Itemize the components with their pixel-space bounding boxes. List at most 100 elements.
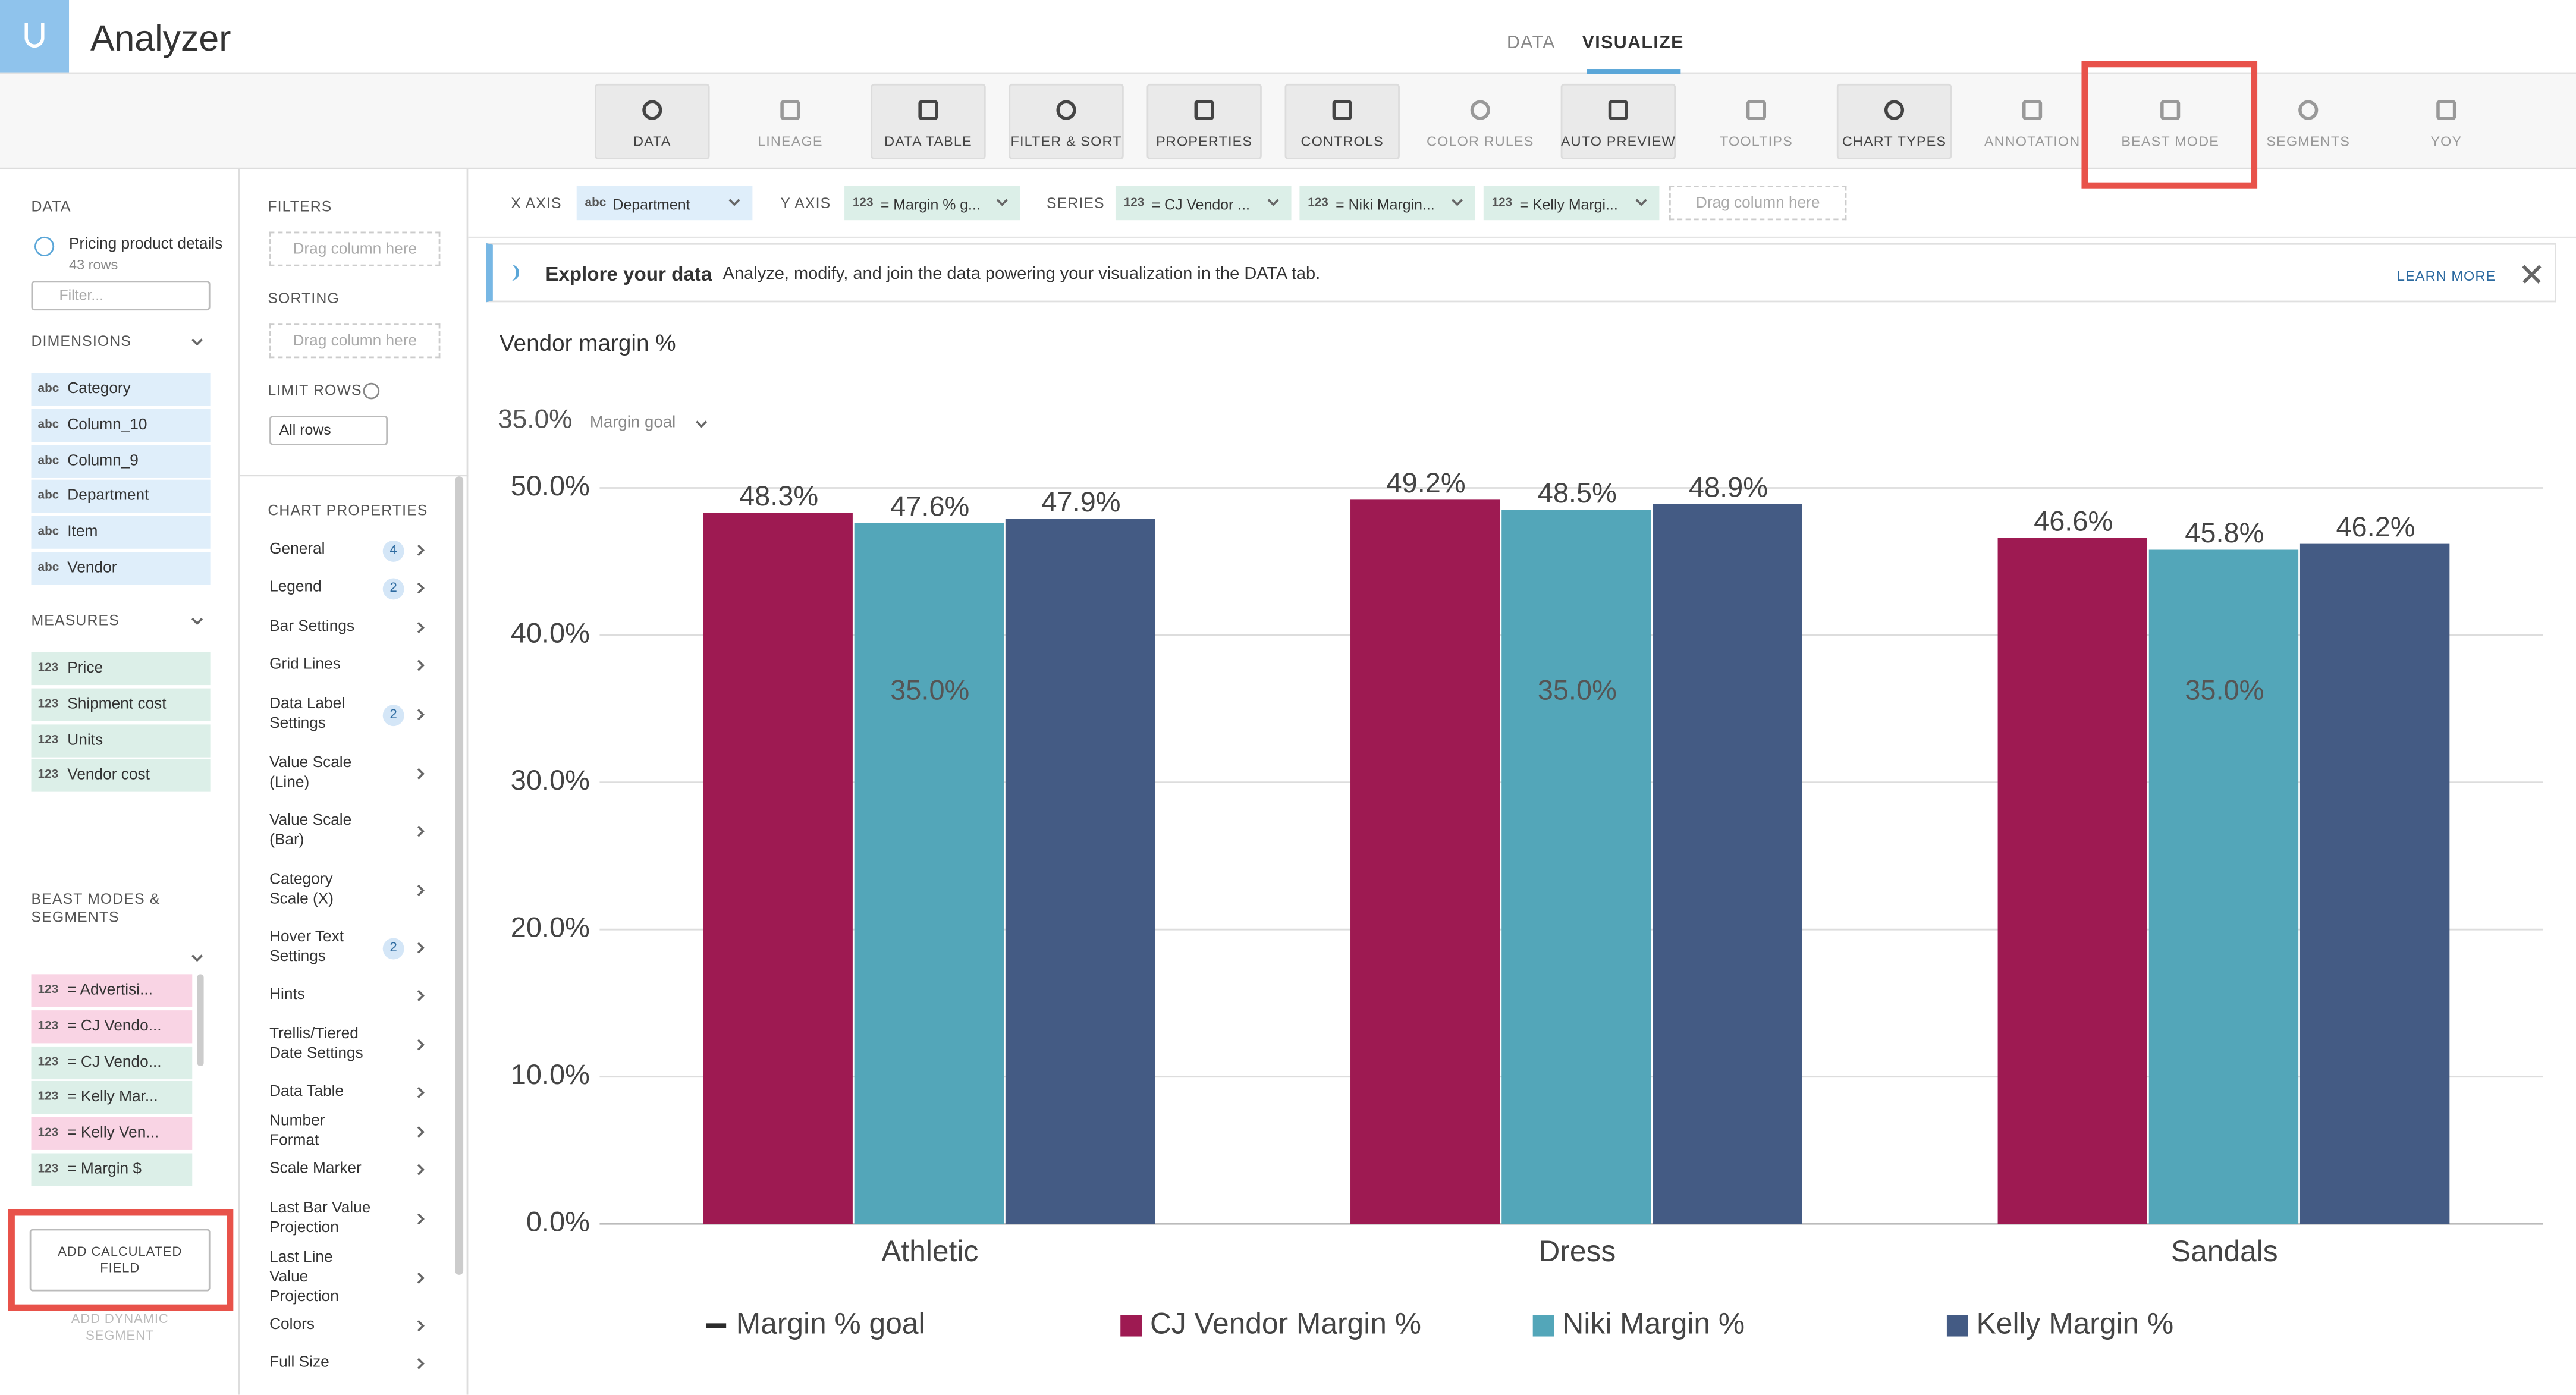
section-heading: SORTING [268, 290, 340, 307]
chevron [1635, 199, 1647, 206]
property-name[interactable]: Last Bar Value Projection [269, 1199, 371, 1237]
property-name[interactable]: Category Scale (X) [269, 871, 334, 909]
add-button-label[interactable]: ADD CALCULATED FIELD [58, 1244, 183, 1275]
toolbar-label[interactable]: YOY [2430, 133, 2462, 150]
chevron [417, 1320, 425, 1332]
toolbar-icon [2436, 100, 2456, 120]
property-name[interactable]: Grid Lines [269, 655, 341, 674]
field-pill[interactable] [31, 480, 211, 514]
property-name[interactable]: General [269, 540, 325, 559]
chevron [191, 338, 203, 346]
field-pill[interactable] [31, 1010, 193, 1043]
property-name[interactable]: Data Table [269, 1082, 344, 1101]
toolbar-label[interactable]: CONTROLS [1300, 133, 1384, 150]
field-badge: abc [37, 416, 59, 431]
property-name[interactable]: Trellis/Tiered Date Settings [269, 1025, 363, 1063]
toolbar-label[interactable]: AUTO PREVIEW [1560, 133, 1676, 150]
legend-label: Margin % goal [736, 1307, 925, 1340]
field-name: Item [67, 523, 98, 542]
field-pill[interactable] [31, 1153, 193, 1186]
toolbar-button[interactable] [1560, 83, 1676, 159]
field-pill[interactable] [31, 1082, 193, 1115]
toolbar-label[interactable]: DATA [633, 133, 671, 150]
property-name[interactable]: Value Scale (Line) [269, 754, 352, 792]
toolbar-label[interactable]: CHART TYPES [1842, 133, 1947, 150]
toolbar-label[interactable]: SEGMENTS [2266, 133, 2351, 150]
toolbar-label[interactable]: FILTER & SORT [1010, 133, 1122, 150]
field-pill[interactable] [31, 516, 211, 549]
tab[interactable]: DATA [1506, 33, 1556, 54]
toolbar-icon [1470, 100, 1490, 120]
scrollbar [197, 974, 204, 1067]
property-name[interactable]: Colors [269, 1316, 315, 1334]
shelf-label: X AXIS [511, 194, 562, 212]
toolbar-label[interactable]: DATA TABLE [884, 133, 972, 150]
shelf-pill[interactable] [1483, 186, 1660, 221]
field-pill[interactable] [31, 1045, 193, 1079]
property-name[interactable]: Data Label Settings [269, 695, 345, 733]
filter-input[interactable] [31, 281, 211, 311]
shelf-pill[interactable] [1115, 186, 1292, 221]
toolbar-button[interactable] [1836, 83, 1952, 159]
chevron [417, 544, 425, 557]
count-label: 2 [389, 940, 397, 955]
property-name[interactable]: Full Size [269, 1353, 329, 1372]
dataset-icon [34, 236, 55, 256]
toolbar-button[interactable] [1146, 83, 1262, 159]
toolbar-button[interactable] [1009, 83, 1124, 159]
section-heading: DATA [31, 198, 71, 215]
chevron-icon [417, 942, 425, 954]
toolbar-button[interactable] [595, 83, 710, 159]
data-label: 45.8% [2185, 517, 2264, 548]
property-name[interactable]: Scale Marker [269, 1160, 362, 1178]
field-pill[interactable] [31, 409, 211, 442]
banner-link[interactable]: LEARN MORE [2396, 268, 2496, 284]
property-name[interactable]: Number Format [269, 1112, 325, 1150]
chevron-icon [417, 544, 425, 557]
field-pill[interactable] [31, 688, 211, 721]
field-pill[interactable] [31, 444, 211, 477]
field-pill[interactable] [31, 724, 211, 757]
field-pill[interactable] [31, 1117, 193, 1151]
summary-label[interactable]: Margin goal [589, 414, 676, 432]
toolbar-label[interactable]: ANNOTATION [1984, 133, 2081, 150]
property-name[interactable]: Last Line Value Projection [269, 1248, 339, 1306]
chevron [417, 1039, 425, 1051]
field-pill[interactable] [31, 974, 193, 1007]
chevron [417, 621, 425, 633]
y-tick-label: 10.0% [511, 1058, 590, 1090]
toolbar-label[interactable]: TOOLTIPS [1720, 133, 1793, 150]
dataset-rows: 43 rows [69, 256, 118, 273]
property-name[interactable]: Bar Settings [269, 617, 355, 636]
limit-select[interactable] [269, 415, 388, 445]
shelf-pill[interactable] [844, 186, 1020, 221]
field-pill[interactable] [31, 373, 211, 406]
add-button-label[interactable]: ADD DYNAMIC SEGMENT [71, 1311, 169, 1343]
bar [854, 523, 1004, 1224]
toolbar-button[interactable] [871, 83, 986, 159]
field-pill[interactable] [31, 652, 211, 686]
field-name: Department [612, 196, 690, 213]
toolbar-label[interactable]: BEAST MODE [2121, 133, 2219, 150]
field-name: = Margin $ [67, 1160, 142, 1179]
shelf-pill[interactable] [1299, 186, 1475, 221]
property-name[interactable]: Value Scale (Bar) [269, 811, 352, 850]
chevron [417, 1164, 425, 1176]
field-pill[interactable] [31, 552, 211, 585]
property-name[interactable]: Legend [269, 578, 322, 596]
tab[interactable]: VISUALIZE [1582, 33, 1684, 54]
property-name[interactable]: Hints [269, 985, 305, 1004]
drop-placeholder: Drag column here [293, 332, 417, 351]
count-label: 2 [389, 706, 397, 722]
add-button[interactable] [29, 1229, 211, 1292]
shelf-pill[interactable] [576, 186, 753, 221]
toolbar-label[interactable]: LINEAGE [758, 133, 823, 150]
toolbar-button[interactable] [1284, 83, 1400, 159]
toolbar-label[interactable]: COLOR RULES [1427, 133, 1534, 150]
chevron-icon [417, 621, 425, 633]
property-name[interactable]: Hover Text Settings [269, 928, 344, 966]
chevron-icon [1452, 199, 1463, 206]
field-name: = CJ Vendor ... [1151, 196, 1250, 213]
field-pill[interactable] [31, 759, 211, 793]
toolbar-label[interactable]: PROPERTIES [1156, 133, 1253, 150]
